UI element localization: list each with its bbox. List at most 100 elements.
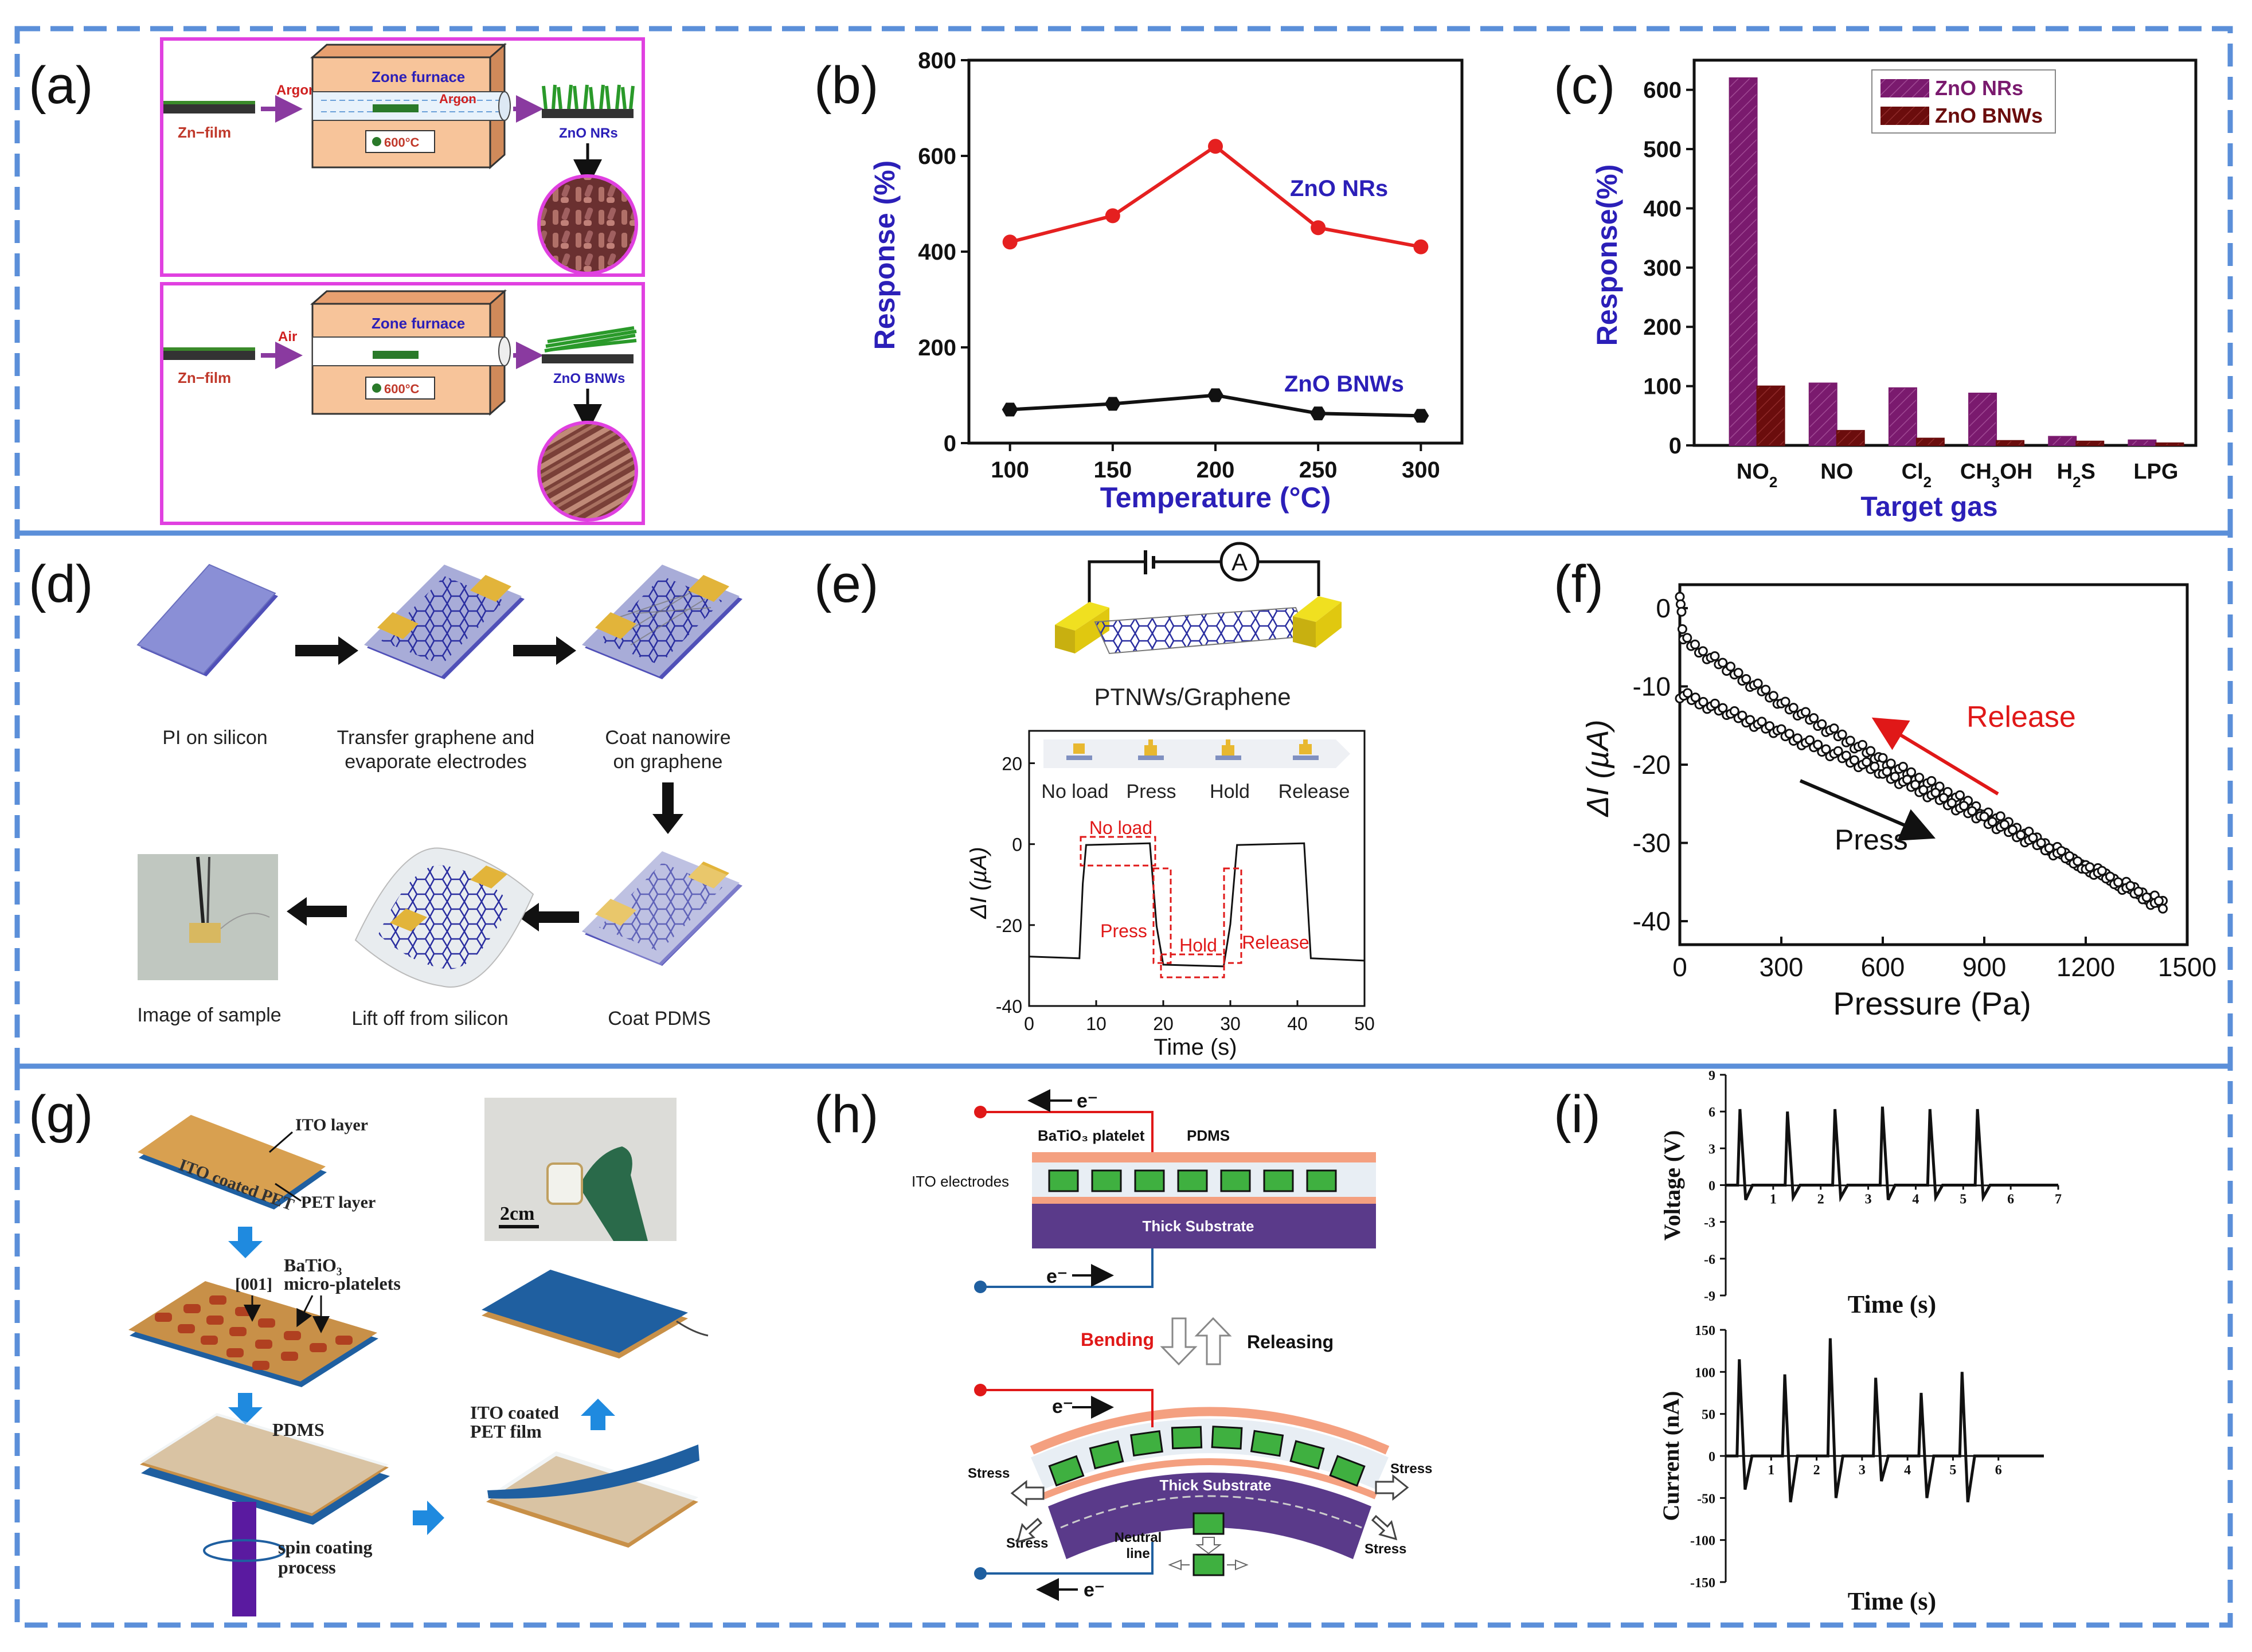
h-flat-device [1032,1152,1376,1248]
i-v-xtick-label: 1 [1770,1192,1777,1207]
i-v-xtick-label: 5 [1960,1192,1966,1207]
d-electrode-2 [470,575,511,602]
c-bar-bnws [1756,385,1785,446]
e-ylabel: ΔI (µA) [966,847,991,919]
d-step4-label: Coat PDMS [608,1008,711,1029]
i-c-xtick-label: 3 [1859,1463,1866,1478]
b-ytick-label: 800 [918,48,956,73]
i-v-xtick-label: 6 [2007,1192,2014,1207]
c-ytick-label: 400 [1643,196,1682,221]
i-c-ytick-label: 0 [1708,1450,1715,1465]
f-point-press [1987,817,1997,827]
c-legend-label-bnws: ZnO BNWs [1935,104,2043,127]
b-point [1208,139,1223,154]
d-arrow-5 [287,897,347,926]
e-xtick-label: 0 [1024,1013,1034,1034]
g-arrow-1 [228,1227,263,1258]
f-point-release [1837,729,1847,739]
g-film-label-2: PET film [470,1421,542,1442]
c-category-label: H2S [2057,460,2095,491]
h-bent-device [1030,1407,1390,1576]
f-point-press [2105,871,2115,882]
f-point-release [1741,674,1751,684]
c-ytick-label: 500 [1643,137,1682,162]
f-point-press [1683,688,1693,698]
h-stress-label-1: Stress [968,1466,1010,1481]
h-stress-label-4: Stress [1365,1541,1406,1557]
b-series-label-bnws: ZnO BNWs [1284,371,1404,397]
panel-label-i: (i) [1554,1085,1601,1144]
e-state-press: Press [1127,781,1176,802]
i-c-ytick-label: 150 [1695,1324,1715,1338]
h-substrate-label-bent: Thick Substrate [1159,1477,1271,1494]
g-spin-label-2: process [278,1557,336,1577]
f-release-arrow [1871,717,1999,796]
g-spin-label-1: spin coating [278,1537,372,1557]
g-sample-photo [484,1098,677,1241]
d-step2-label-2: evaporate electrodes [345,751,527,773]
b-point [1207,388,1223,402]
f-point-release [1845,735,1855,746]
h-bending-arrow [1160,1317,1198,1366]
g-pdms-label: PDMS [272,1419,324,1440]
f-point-press [1821,744,1831,754]
e-annotation-boxes [1080,836,1242,978]
panel-i-charts: Voltage (V) Time (s) 9 6 3 0 -3 -6 -9 1 2 3 4 5 6 7 C… [1658,1068,2062,1615]
b-ylabel: Response (%) [869,160,901,350]
frame-row-3 [14,1063,2233,1628]
panel-letters: (a) (b) (c) (d) (e) (f) (g) (h) (i) [29,56,1615,1144]
b-point [1413,239,1429,255]
f-point-press [1910,780,1921,790]
panel-label-e: (e) [814,555,878,613]
zone-furnace-label-bottom: Zone furnace [372,315,465,332]
zn-film-label-bottom: Zn−film [178,369,231,386]
e-circuit: A [1055,542,1342,655]
h-platelet-label: BaTiO₃ platelet [1038,1127,1145,1144]
h-electron-1: e⁻ [1077,1090,1098,1112]
panel-a-bottom-box [160,282,645,525]
f-xtick-label: 1200 [2056,952,2115,982]
h-stress-arrows [1010,1474,1409,1544]
d-step6-sample-photo [138,854,278,980]
e-state-noload: No load [1041,781,1108,802]
panel-g: ITO coated PET ITO layer PET layer BaTiO… [128,1098,709,1616]
f-point-press [1999,820,2009,830]
zn-film-bottom [163,350,255,360]
f-point-release [1809,713,1819,723]
i-c-ytick-label: -100 [1690,1534,1715,1549]
air-label: Air [278,329,297,345]
c-legend-label-nrs: ZnO NRs [1935,76,2023,100]
i-c-xlabel: Time (s) [1848,1587,1936,1615]
panel-label-c: (c) [1554,56,1615,115]
e-plot-frame [1028,730,1366,1007]
c-bar-nrs [1968,393,1997,447]
i-c-ylabel: Current (nA) [1658,1391,1684,1521]
temp-label-top: 600°C [384,135,420,150]
b-xtick-label: 100 [991,457,1029,483]
f-point-release [1955,790,1965,800]
f-point-press [1784,729,1794,739]
f-point-release [1768,691,1778,701]
f-point-press [1967,806,1977,816]
f-xtick-label: 600 [1861,952,1905,982]
d-step5-liftoff [354,847,534,988]
f-point-press [2113,877,2124,887]
e-icon-noload [1066,743,1092,760]
i-v-ytick-label: 9 [1708,1068,1715,1083]
c-bar-nrs [2048,436,2077,447]
f-ytick-label: -40 [1633,906,1671,936]
f-point-release [1677,624,1687,635]
e-graphene-sheet [1094,606,1308,655]
f-point-press [1805,735,1815,745]
i-v-trace [1726,1106,2058,1203]
f-point-press [2065,851,2075,861]
d-step2-graphene [364,565,525,679]
i-c-xtick-label: 1 [1768,1463,1774,1478]
e-electrode-left [1055,602,1109,631]
f-point-release [1718,657,1728,668]
g-scale-label: 2cm [500,1203,534,1224]
zone-furnace-bottom: 600°C Zone furnace [310,289,511,416]
h-ito-label: ITO electrodes [912,1173,1009,1190]
f-point-press [2085,862,2095,872]
zno-bnws-label: ZnO BNWs [553,371,625,386]
